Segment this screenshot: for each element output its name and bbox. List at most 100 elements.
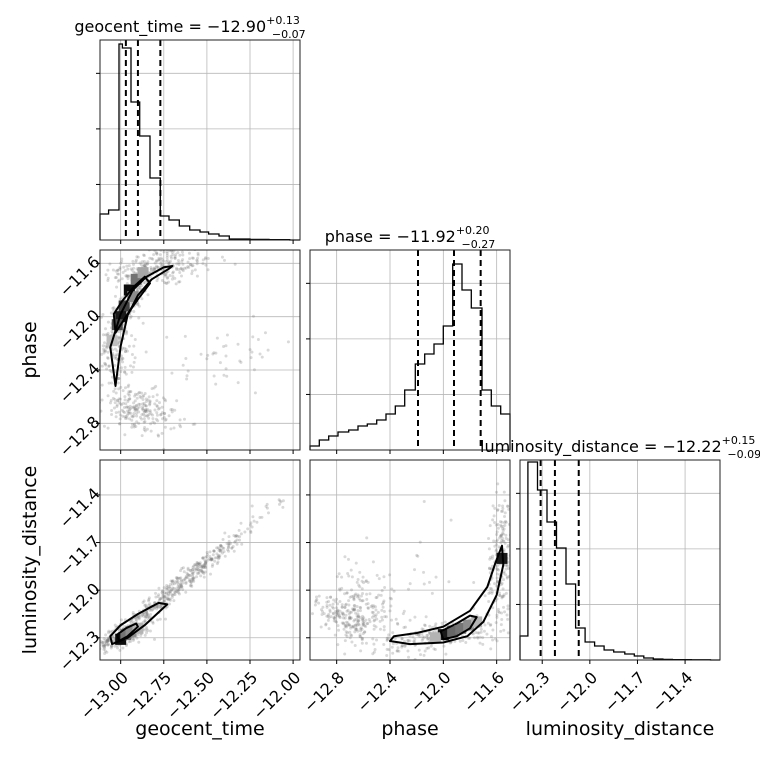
sample-point <box>372 604 376 608</box>
x-axis-label-luminosity_distance: luminosity_distance <box>526 718 715 740</box>
sample-point <box>182 417 186 421</box>
sample-point <box>347 623 351 627</box>
sample-point <box>361 617 365 621</box>
sample-point <box>337 615 341 619</box>
sample-point <box>340 603 344 607</box>
sample-point <box>118 267 122 271</box>
sample-point <box>232 533 236 537</box>
sample-point <box>499 525 503 529</box>
sample-point <box>117 338 121 342</box>
sample-point <box>277 502 281 506</box>
sample-point <box>173 255 177 259</box>
sample-point <box>53 690 56 693</box>
sample-point <box>151 395 155 399</box>
sample-point <box>236 342 240 346</box>
sample-point <box>426 633 430 637</box>
sample-point <box>137 286 141 290</box>
sample-point <box>358 634 362 638</box>
sample-point <box>225 374 229 378</box>
sample-point <box>360 579 364 583</box>
sample-point <box>337 628 341 632</box>
sample-point <box>359 627 363 631</box>
sample-point <box>384 615 388 619</box>
sample-point <box>104 273 108 277</box>
y-axis-label-phase: phase <box>19 321 41 378</box>
sample-point <box>506 607 510 611</box>
sample-point <box>176 258 180 262</box>
sample-point <box>361 575 365 579</box>
sample-point <box>113 623 117 627</box>
sample-point <box>498 591 502 595</box>
sample-point <box>146 614 150 618</box>
sample-point <box>131 612 135 616</box>
sample-point <box>115 644 119 648</box>
density-cell <box>123 284 135 296</box>
sample-point <box>256 337 260 341</box>
sample-point <box>103 645 107 649</box>
sample-point <box>191 574 195 578</box>
sample-point <box>422 582 426 586</box>
sample-point <box>336 611 340 615</box>
sample-point <box>148 629 152 633</box>
sample-point <box>173 590 177 594</box>
sample-point <box>195 560 199 564</box>
sample-point <box>203 562 207 566</box>
sample-point <box>127 390 131 394</box>
sample-point <box>225 541 229 545</box>
sample-point <box>144 625 148 629</box>
sample-point <box>137 614 141 618</box>
sample-point <box>210 557 214 561</box>
sample-point <box>167 590 171 594</box>
sample-point <box>96 652 99 655</box>
sample-point <box>133 407 137 411</box>
sample-point <box>356 619 360 623</box>
sample-point <box>154 417 158 421</box>
sample-point <box>114 411 118 415</box>
sample-point <box>483 594 487 598</box>
sample-point <box>278 499 282 503</box>
sample-point <box>502 628 506 632</box>
sample-point <box>493 544 497 548</box>
sample-point <box>487 537 491 541</box>
sample-point <box>132 414 136 418</box>
sample-point <box>113 398 117 402</box>
sample-point <box>143 603 147 607</box>
sample-point <box>100 398 104 402</box>
sample-point <box>181 581 185 585</box>
sample-point <box>496 567 500 571</box>
sample-point <box>503 499 507 503</box>
sample-point <box>109 398 113 402</box>
sample-point <box>104 640 108 644</box>
sample-point <box>189 263 193 267</box>
sample-point <box>200 566 204 570</box>
sample-point <box>372 614 376 618</box>
sample-point <box>178 586 182 590</box>
sample-point <box>210 557 214 561</box>
sample-point <box>106 631 110 635</box>
sample-point <box>366 602 370 606</box>
sample-point <box>337 572 341 576</box>
sample-point <box>177 261 181 265</box>
sample-point <box>150 244 153 247</box>
sample-point <box>119 402 123 406</box>
sample-point <box>360 641 364 645</box>
sample-point <box>175 577 179 581</box>
sample-point <box>159 603 163 607</box>
sample-point <box>135 420 139 424</box>
sample-point <box>149 429 153 433</box>
sample-point <box>153 600 157 604</box>
sample-point <box>184 356 188 360</box>
sample-point <box>352 598 356 602</box>
sample-point <box>321 605 325 609</box>
sample-point <box>332 619 336 623</box>
sample-point <box>186 573 190 577</box>
y-tick-label-phase: −12.4 <box>56 359 104 407</box>
sample-point <box>226 548 230 552</box>
density-cell <box>447 625 459 637</box>
sample-point <box>494 549 498 553</box>
sample-point <box>204 256 208 260</box>
sample-point <box>142 260 146 264</box>
sample-point <box>248 348 252 352</box>
sample-point <box>495 564 499 568</box>
sample-point <box>172 250 176 253</box>
